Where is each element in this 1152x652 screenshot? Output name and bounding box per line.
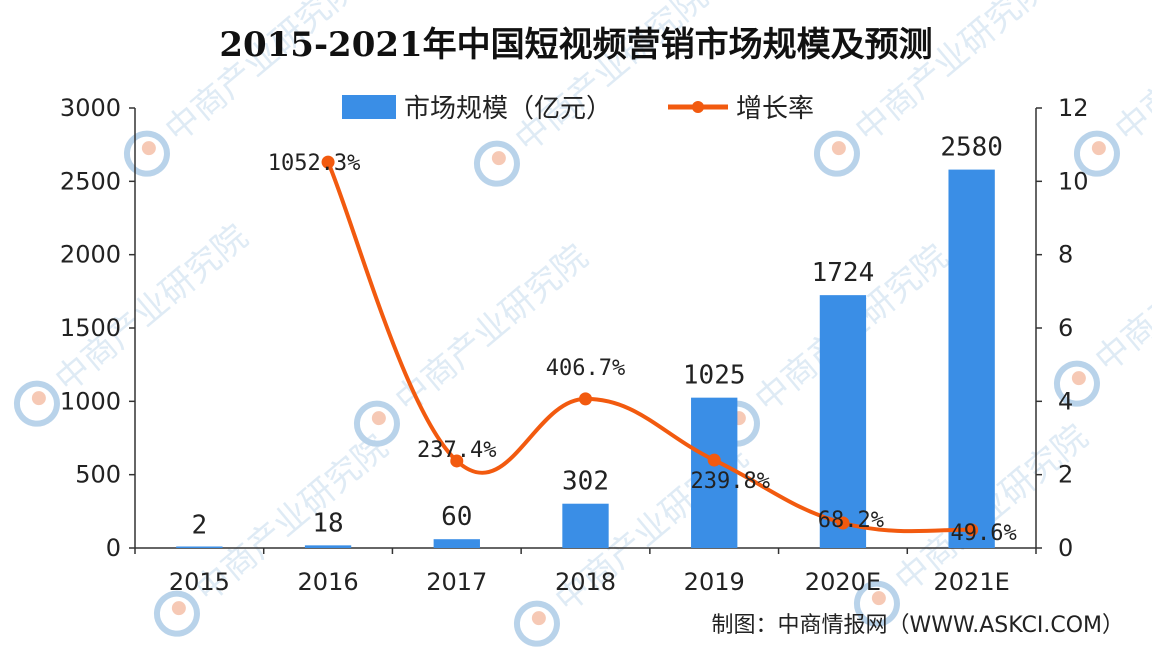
rate-value-label: 237.4% xyxy=(417,438,496,463)
growth-point xyxy=(450,454,464,468)
y-right-tick-label: 6 xyxy=(1058,314,1073,342)
bar xyxy=(691,397,738,548)
rate-value-label: 49.6% xyxy=(951,521,1017,546)
y-right-tick-label: 0 xyxy=(1058,534,1073,562)
watermark-logo-icon xyxy=(509,595,565,651)
y-right-tick-label: 4 xyxy=(1058,387,1073,415)
bar-value-label: 1724 xyxy=(812,258,875,288)
line-series xyxy=(321,155,979,537)
y-left-tick-label: 2500 xyxy=(60,167,121,195)
y-right-tick-label: 12 xyxy=(1058,94,1089,122)
growth-point xyxy=(321,155,335,169)
rate-value-label: 68.2% xyxy=(818,508,884,533)
x-tick-label: 2019 xyxy=(684,568,745,596)
bar-value-label: 1025 xyxy=(683,361,746,391)
bar xyxy=(304,545,352,548)
y-left-tick-label: 0 xyxy=(106,534,121,562)
x-tick-label: 2016 xyxy=(298,568,359,596)
bar-series xyxy=(176,169,995,548)
legend-bar-label: 市场规模（亿元） xyxy=(404,94,612,124)
watermark-logo-icon xyxy=(9,375,65,431)
rate-value-labels: 1052.3% 237.4% 406.7% 239.8% 68.2% 49.6% xyxy=(268,151,1017,546)
bar-value-label: 18 xyxy=(312,508,343,538)
bar xyxy=(819,295,867,548)
growth-line xyxy=(326,161,972,534)
y-left-tick-label: 500 xyxy=(75,461,121,489)
legend-bar-swatch xyxy=(342,95,396,119)
watermark: 中商产业研究院 xyxy=(1049,197,1152,413)
growth-point xyxy=(707,453,721,467)
watermark-text: 中商产业研究院 xyxy=(388,237,596,421)
legend-line-marker xyxy=(692,101,704,113)
x-tick-label: 2017 xyxy=(426,568,487,596)
y-left-tick-label: 2000 xyxy=(60,241,121,269)
growth-point xyxy=(836,516,850,530)
bar-value-label: 302 xyxy=(562,467,609,497)
rate-value-label: 239.8% xyxy=(690,469,769,494)
y-left-tick-label: 1500 xyxy=(60,314,121,342)
watermark-logo-icon xyxy=(469,135,525,191)
chart-title: 2015-2021年中国短视频营销市场规模及预测 xyxy=(219,25,932,65)
bar xyxy=(948,169,995,548)
watermark: 中商产业研究院 xyxy=(349,237,596,453)
watermark-text: 中商产业研究院 xyxy=(848,0,1056,150)
bar xyxy=(562,503,609,548)
watermark-logo-icon xyxy=(809,125,865,181)
watermark: 中商产业研究院 xyxy=(1069,0,1152,183)
growth-point xyxy=(965,523,979,537)
watermark: 中商产业研究院 xyxy=(9,217,256,433)
watermark: 中商产业研究院 xyxy=(149,427,396,643)
legend-line-label: 增长率 xyxy=(736,94,814,124)
bar-value-label: 60 xyxy=(441,502,472,532)
y-left-tick-label: 1000 xyxy=(60,387,121,415)
growth-point xyxy=(579,392,592,406)
bar xyxy=(176,546,223,548)
x-tick-label: 2021E xyxy=(934,568,1010,596)
x-tick-label: 2018 xyxy=(555,568,616,596)
bar-value-labels: 2 18 60 302 1025 1724 2580 xyxy=(192,133,1003,541)
bar-value-label: 2 xyxy=(192,511,208,541)
rate-value-label: 1052.3% xyxy=(268,151,361,176)
watermark-text: 中商产业研究院 xyxy=(1088,197,1152,381)
y-left-tick-label: 3000 xyxy=(60,94,121,122)
y-right-tick-label: 10 xyxy=(1058,167,1089,195)
x-axis-ticks: 2015 2016 2017 2018 2019 2020E 2021E xyxy=(134,548,1037,596)
bar xyxy=(433,539,480,548)
legend: 市场规模（亿元） 增长率 xyxy=(342,94,814,124)
y-right-tick-label: 2 xyxy=(1058,461,1073,489)
y-axis-right-ticks: 0 2 4 6 8 10 12 xyxy=(1036,94,1089,562)
x-tick-label: 2015 xyxy=(169,568,230,596)
watermark-text: 中商产业研究院 xyxy=(1108,0,1152,150)
watermark-logo-icon xyxy=(119,125,175,181)
bar-value-label: 2580 xyxy=(940,133,1003,163)
source-note: 制图：中商情报网（WWW.ASKCI.COM） xyxy=(712,613,1124,638)
x-tick-label: 2020E xyxy=(805,568,881,596)
y-right-tick-label: 8 xyxy=(1058,241,1073,269)
rate-value-label: 406.7% xyxy=(546,356,625,381)
watermark-text: 中商产业研究院 xyxy=(158,0,366,150)
y-axis-left-ticks: 0 500 1000 1500 2000 2500 3000 xyxy=(60,94,135,562)
